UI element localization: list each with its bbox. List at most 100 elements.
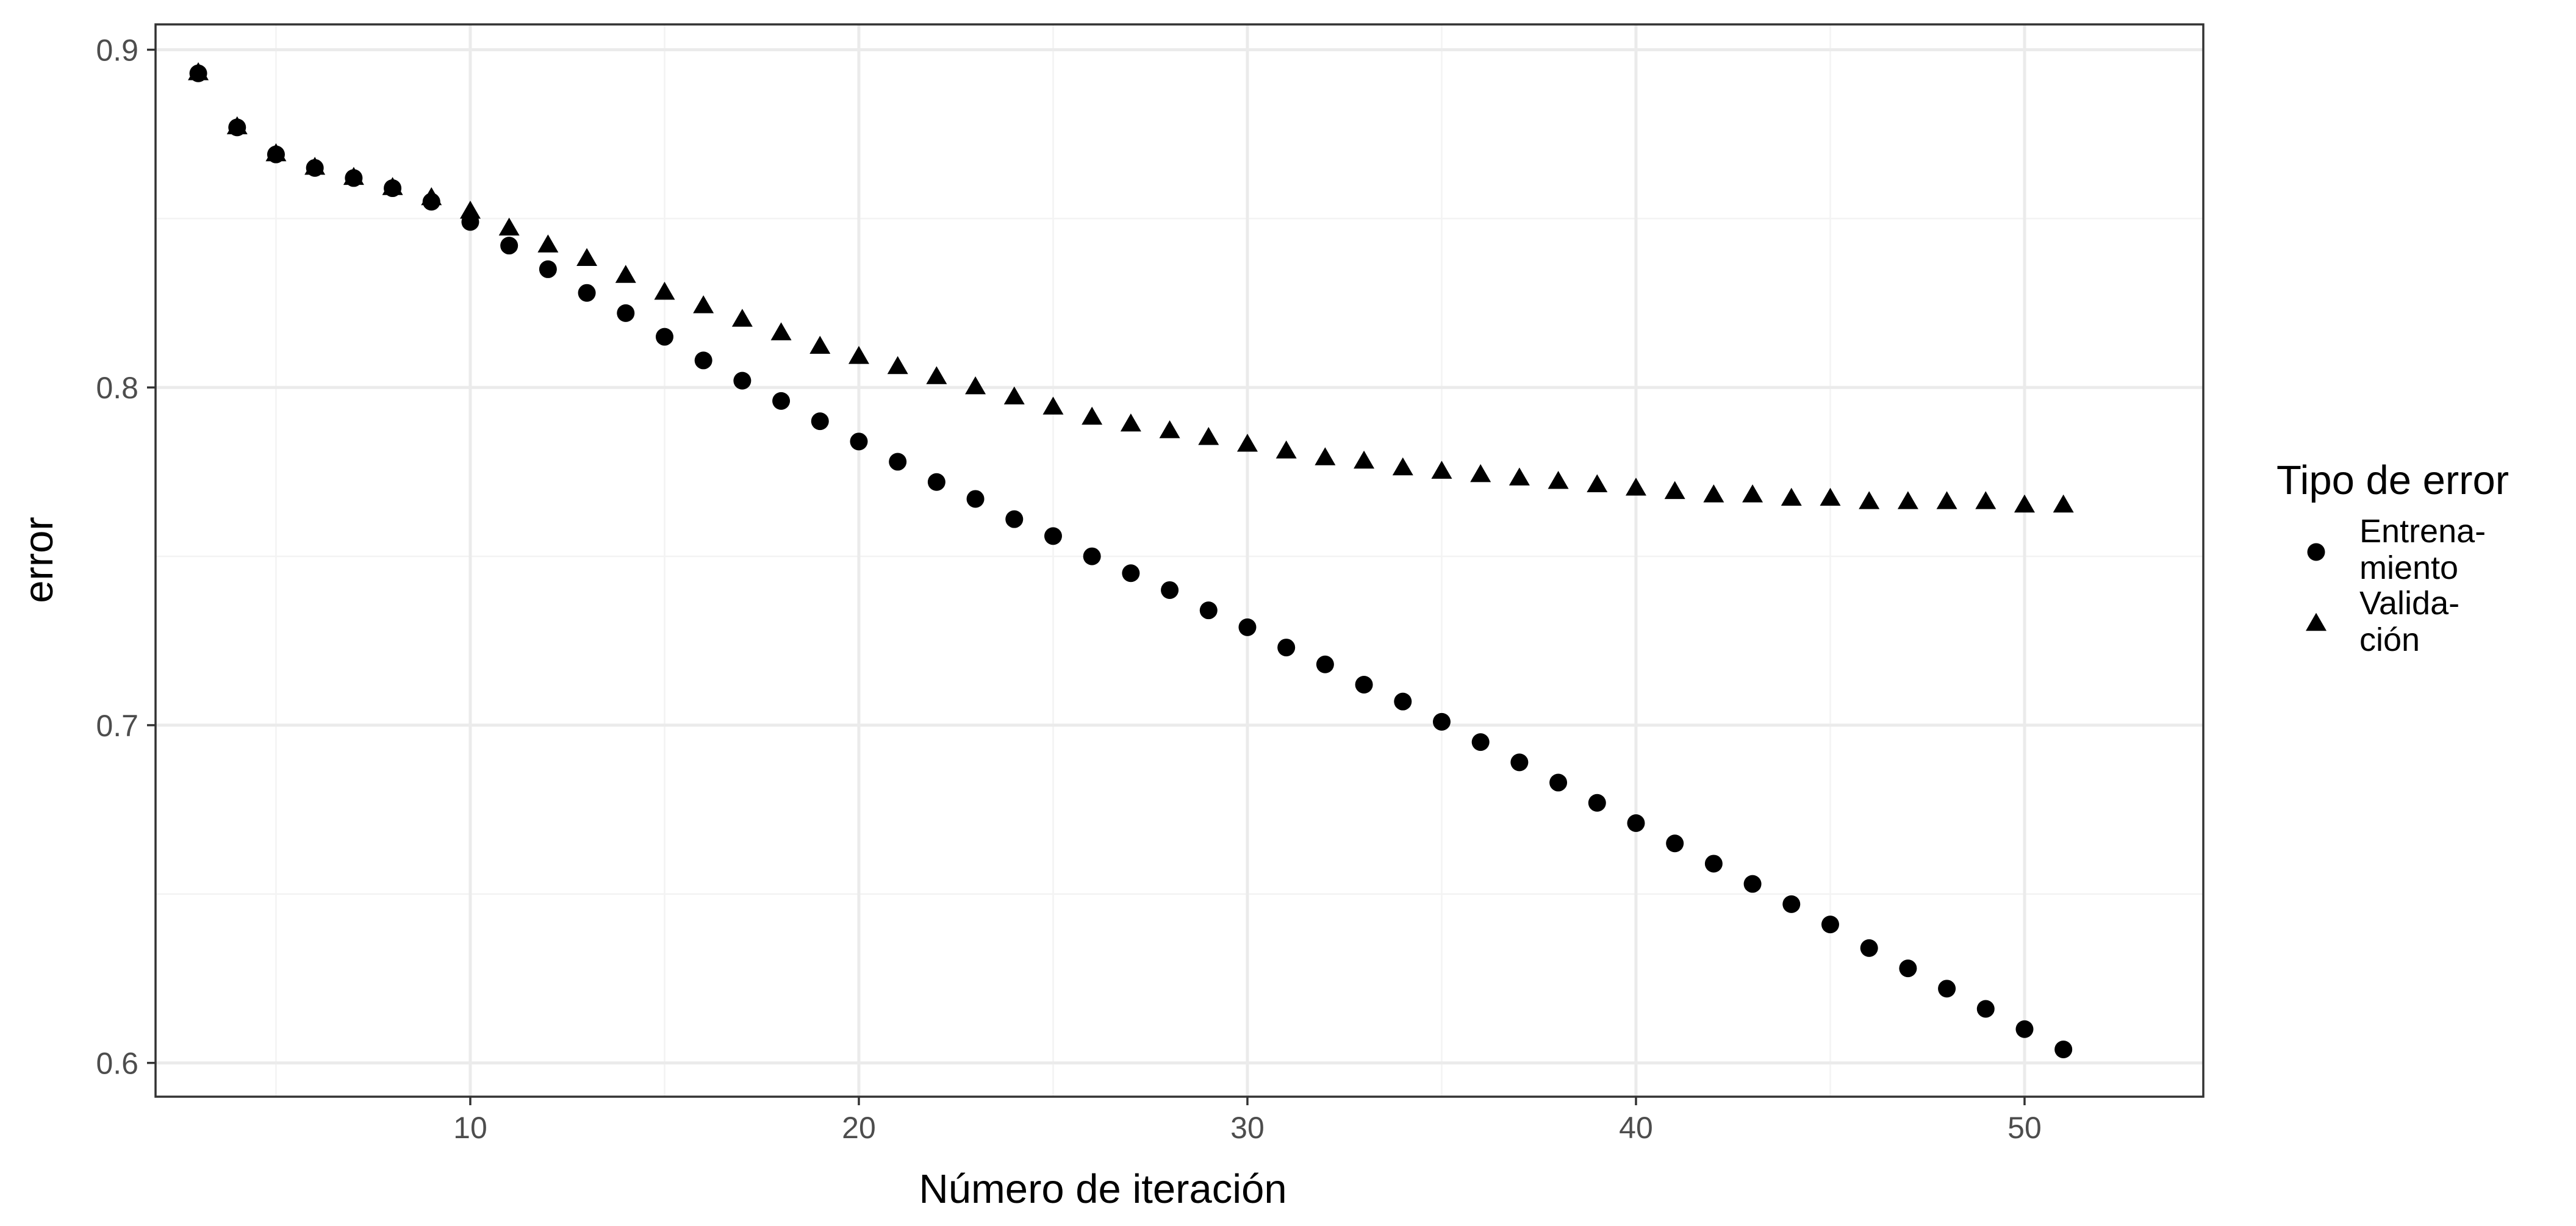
data-point-entrenamiento xyxy=(2054,1040,2073,1058)
data-point-entrenamiento xyxy=(1510,753,1529,772)
data-point-validacion xyxy=(926,366,947,384)
data-point-entrenamiento xyxy=(1976,1000,1995,1018)
data-point-entrenamiento xyxy=(1238,618,1257,636)
data-point-entrenamiento xyxy=(1277,639,1296,657)
data-point-entrenamiento xyxy=(422,193,440,211)
data-point-validacion xyxy=(1509,467,1530,486)
data-point-entrenamiento xyxy=(189,64,207,82)
data-point-entrenamiento xyxy=(1432,712,1451,731)
legend-label-line: ción xyxy=(2359,622,2420,658)
data-point-entrenamiento xyxy=(345,169,363,187)
data-point-validacion xyxy=(1859,491,1880,509)
y-tick-label: 0.7 xyxy=(96,709,138,743)
legend-entry-1: Entrena-miento xyxy=(2307,513,2486,586)
data-point-entrenamiento xyxy=(267,145,285,163)
data-point-entrenamiento xyxy=(2015,1020,2034,1038)
legend-entry-2: Valida-ción xyxy=(2306,585,2459,658)
data-point-validacion xyxy=(1431,461,1452,479)
data-point-validacion xyxy=(1936,491,1957,509)
panel-border xyxy=(154,23,2205,1098)
data-point-validacion xyxy=(1781,487,1802,506)
data-point-validacion xyxy=(498,217,520,236)
legend-label: Valida-ción xyxy=(2359,585,2459,658)
data-point-entrenamiento xyxy=(1161,581,1179,599)
data-point-validacion xyxy=(1159,420,1180,439)
data-point-validacion xyxy=(809,335,831,354)
data-point-validacion xyxy=(1820,487,1841,506)
legend-label-line: Valida- xyxy=(2359,585,2459,622)
data-point-entrenamiento xyxy=(1122,564,1140,583)
data-point-entrenamiento xyxy=(1394,692,1412,711)
x-tick-label: 20 xyxy=(842,1111,876,1145)
data-point-validacion xyxy=(1664,481,1685,500)
data-point-entrenamiento xyxy=(306,159,324,177)
data-point-entrenamiento xyxy=(1549,773,1568,792)
data-point-validacion xyxy=(1042,396,1064,415)
data-point-validacion xyxy=(965,376,986,395)
data-point-validacion xyxy=(2053,494,2074,513)
x-tick-label: 40 xyxy=(1619,1111,1653,1145)
data-point-validacion xyxy=(1587,474,1608,492)
data-point-entrenamiento xyxy=(1860,939,1878,957)
data-point-validacion xyxy=(1275,440,1297,459)
data-point-entrenamiento xyxy=(850,432,868,451)
data-point-validacion xyxy=(1003,386,1025,405)
y-tick-label: 0.6 xyxy=(96,1047,138,1081)
data-point-entrenamiento xyxy=(694,351,712,370)
data-point-validacion xyxy=(848,346,869,364)
data-point-validacion xyxy=(1897,491,1918,509)
data-point-validacion xyxy=(2014,494,2035,513)
series-entrenamiento xyxy=(189,64,2073,1058)
data-point-validacion xyxy=(1703,484,1724,503)
data-point-entrenamiento xyxy=(578,284,596,302)
x-tick-label: 30 xyxy=(1230,1111,1265,1145)
data-point-validacion xyxy=(1120,413,1141,432)
data-point-entrenamiento xyxy=(461,213,479,231)
data-point-entrenamiento xyxy=(1005,510,1024,528)
data-point-entrenamiento xyxy=(811,412,829,431)
data-point-validacion xyxy=(654,281,675,300)
x-tick-label: 50 xyxy=(2007,1111,2042,1145)
data-point-validacion xyxy=(693,295,714,314)
y-axis-title: error xyxy=(16,517,62,603)
legend-label: Entrena-miento xyxy=(2359,513,2486,586)
data-point-entrenamiento xyxy=(1704,855,1723,873)
data-point-entrenamiento xyxy=(655,328,673,346)
data-point-validacion xyxy=(1625,478,1646,496)
data-point-entrenamiento xyxy=(1743,875,1762,893)
grid-lines xyxy=(156,24,2203,1097)
data-point-validacion xyxy=(615,265,636,283)
data-point-entrenamiento xyxy=(1044,527,1062,545)
data-point-entrenamiento xyxy=(539,260,557,278)
data-point-validacion xyxy=(1470,464,1491,482)
data-point-validacion xyxy=(1198,427,1219,445)
data-point-validacion xyxy=(1742,484,1763,503)
data-point-validacion xyxy=(1315,447,1336,465)
data-point-entrenamiento xyxy=(966,490,985,508)
data-point-validacion xyxy=(887,356,908,375)
data-point-entrenamiento xyxy=(500,237,518,255)
data-point-entrenamiento xyxy=(1782,895,1801,913)
data-point-entrenamiento xyxy=(617,304,635,322)
x-axis-title: Número de iteración xyxy=(919,1166,1286,1212)
data-points xyxy=(188,62,2074,1058)
data-point-entrenamiento xyxy=(1083,547,1101,565)
legend-title: Tipo de error xyxy=(2276,457,2509,503)
data-point-validacion xyxy=(1975,491,1997,509)
data-point-validacion xyxy=(1354,450,1375,469)
data-point-entrenamiento xyxy=(1666,834,1684,853)
data-point-entrenamiento xyxy=(1821,916,1839,934)
data-point-entrenamiento xyxy=(1355,675,1373,694)
data-point-validacion xyxy=(537,234,559,253)
data-point-validacion xyxy=(1392,457,1413,476)
data-point-entrenamiento xyxy=(1938,980,1956,998)
data-point-entrenamiento xyxy=(384,179,402,198)
y-tick-label: 0.8 xyxy=(96,371,138,405)
data-point-entrenamiento xyxy=(1899,959,1917,978)
legend-key-circle xyxy=(2307,543,2325,561)
data-point-validacion xyxy=(576,248,598,267)
